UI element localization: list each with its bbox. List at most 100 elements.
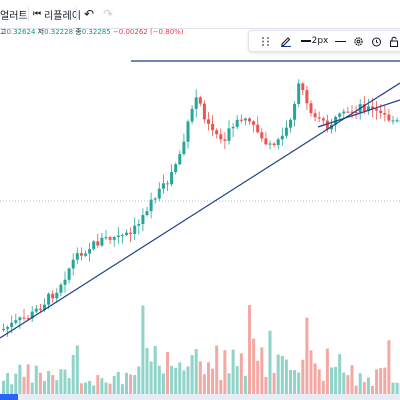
bottom-scrollbar-thumb[interactable] <box>0 394 18 400</box>
volume-bar <box>157 365 161 394</box>
drag-handle-icon[interactable] <box>259 34 271 48</box>
pencil-icon[interactable] <box>279 34 293 48</box>
candle-body <box>366 106 370 112</box>
volume-bar <box>362 382 366 394</box>
candle-body <box>198 97 202 104</box>
candle-body <box>272 143 276 146</box>
candle-body <box>264 138 268 145</box>
redo-icon: ↷ <box>103 7 114 21</box>
volume-bar <box>10 384 14 394</box>
alert-button[interactable]: 얼러트 <box>0 6 28 22</box>
volume-bar <box>84 382 87 394</box>
volume-bar <box>2 380 5 394</box>
volume-bar <box>100 378 104 394</box>
candle-body <box>289 119 292 128</box>
settings-icon[interactable] <box>351 34 365 48</box>
volume-bar <box>116 371 120 394</box>
volume-bar <box>51 375 55 394</box>
undo-button[interactable]: ↶ <box>84 6 94 22</box>
volume-bar <box>55 380 59 394</box>
candle-body <box>96 241 100 246</box>
candle-body <box>276 139 280 146</box>
volume-bar <box>149 361 153 394</box>
low-label: 저 <box>37 28 45 36</box>
alert-label: 얼러트 <box>0 10 28 22</box>
lock-icon[interactable] <box>387 34 400 48</box>
candle-body <box>125 232 128 236</box>
trendline-support[interactable] <box>0 82 400 339</box>
candle-body <box>120 235 124 237</box>
volume-bar <box>38 372 42 394</box>
volume-bar <box>26 364 30 394</box>
line-width-swatch[interactable] <box>299 34 313 48</box>
candle-body <box>116 235 120 238</box>
line-width-label: 2px <box>311 36 329 46</box>
candle-body <box>63 279 67 285</box>
volume-bar <box>153 346 157 394</box>
candle-body <box>313 113 317 118</box>
candle-body <box>301 83 305 91</box>
candle-body <box>14 320 18 323</box>
volume-bar <box>186 366 190 394</box>
candle-body <box>350 111 354 113</box>
trendline-handle-line[interactable] <box>317 99 400 128</box>
volume-bar <box>379 368 383 394</box>
candle-body <box>391 120 395 122</box>
drawing-toolbar: 2px <box>248 30 400 52</box>
volume-bar <box>391 382 395 394</box>
volume-bar <box>223 350 227 394</box>
volume-bar <box>321 380 325 394</box>
volume-bar <box>166 352 169 394</box>
volume-bar <box>178 362 182 394</box>
candle-body <box>104 237 108 239</box>
candle-body <box>202 103 206 120</box>
candle-body <box>379 110 383 114</box>
candle-body <box>371 106 374 109</box>
volume-bar <box>75 345 79 394</box>
candle-body <box>2 328 5 330</box>
high-label: 고 <box>0 28 7 36</box>
candle-body <box>141 215 145 225</box>
volume-bar <box>129 374 133 394</box>
ohlc-legend: 고0.32624 저0.32228 종0.32285 −0.00262 (−0.… <box>0 27 184 39</box>
volume-bar <box>145 347 149 394</box>
volume-bar <box>260 347 264 394</box>
volume-bar <box>194 349 198 394</box>
candle-body <box>137 224 141 226</box>
volume-bar <box>47 371 51 394</box>
candle-body <box>59 284 63 293</box>
candle-body <box>297 83 301 104</box>
volume-bar <box>243 375 247 394</box>
candle-body <box>47 293 51 305</box>
candles <box>2 79 400 337</box>
replay-label: 리플레이 <box>44 10 81 22</box>
volume-bar <box>297 372 301 394</box>
alarm-icon[interactable] <box>369 34 383 48</box>
line-style-icon[interactable] <box>333 34 347 48</box>
volume-bar <box>141 305 145 394</box>
line-width-swatch-bar <box>301 40 311 42</box>
line-width-button[interactable]: 2px <box>311 34 329 48</box>
volume-bar <box>227 373 231 394</box>
undo-icon: ↶ <box>84 7 95 21</box>
candle-body <box>92 241 96 250</box>
bottom-scrollbar[interactable] <box>0 394 400 400</box>
volume-bar <box>268 330 272 394</box>
replay-button[interactable]: ⏮ 리플레이 <box>33 6 81 22</box>
volume-bar <box>71 354 75 394</box>
candle-body <box>88 249 92 254</box>
volume-bar <box>18 364 22 394</box>
volume-bar <box>59 369 63 394</box>
volume-bar <box>342 372 346 394</box>
volume-bar <box>108 383 112 394</box>
candle-body <box>75 253 79 260</box>
redo-button[interactable]: ↷ <box>103 6 113 22</box>
candle-body <box>18 317 22 321</box>
candle-body <box>239 119 243 121</box>
candle-body <box>100 237 104 246</box>
candle-body <box>248 118 251 122</box>
candle-body <box>383 113 387 115</box>
volume-bar <box>43 381 46 394</box>
volume-bar <box>395 382 399 394</box>
